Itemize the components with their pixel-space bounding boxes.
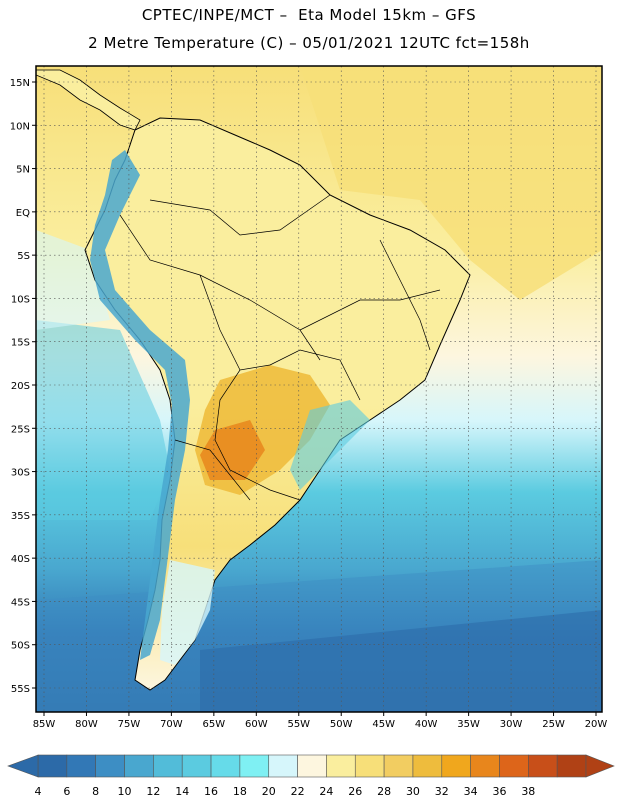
lon-label: 80W bbox=[75, 719, 98, 730]
colorbar-label: 38 bbox=[521, 785, 535, 798]
colorbar-label: 22 bbox=[291, 785, 305, 798]
lon-label: 20W bbox=[585, 719, 608, 730]
lat-label: 45S bbox=[11, 597, 30, 608]
colorbar-segment bbox=[124, 754, 154, 778]
pacific-cool-zone bbox=[36, 320, 170, 520]
map-title-line2: 2 Metre Temperature (C) – 05/01/2021 12U… bbox=[88, 34, 530, 52]
lat-label: 30S bbox=[11, 468, 30, 479]
colorbar-segment bbox=[37, 754, 68, 778]
lon-label: 40W bbox=[415, 719, 438, 730]
colorbar bbox=[7, 754, 615, 778]
colorbar-segment bbox=[297, 754, 327, 778]
colorbar-segment bbox=[412, 754, 443, 778]
lat-label: EQ bbox=[16, 208, 30, 219]
colorbar-segment bbox=[499, 754, 529, 778]
colorbar-label: 34 bbox=[464, 785, 478, 798]
central-america bbox=[36, 69, 141, 131]
lon-label: 85W bbox=[33, 719, 56, 730]
southern-colder-band bbox=[200, 610, 602, 712]
patagonia-cool bbox=[160, 560, 215, 665]
colorbar-segment bbox=[326, 754, 356, 778]
colorbar-low-arrow bbox=[7, 754, 39, 778]
colorbar-segment bbox=[210, 754, 241, 778]
lat-label: 50S bbox=[11, 641, 30, 652]
map-frame bbox=[35, 65, 603, 713]
southern-brazil-cool bbox=[290, 400, 370, 490]
colorbar-high-arrow bbox=[585, 754, 615, 778]
longitude-labels: 85W 80W 75W 70W 65W 60W 55W 50W 45W 40W 35W 30W 25W 2… bbox=[33, 719, 608, 730]
lon-label: 30W bbox=[500, 719, 523, 730]
colorbar-segment bbox=[95, 754, 125, 778]
lat-label: 15N bbox=[10, 78, 30, 89]
colorbar-label: 14 bbox=[175, 785, 189, 798]
lon-label: 50W bbox=[330, 719, 353, 730]
lat-label: 35S bbox=[11, 511, 30, 522]
colorbar-segment bbox=[441, 754, 471, 778]
colorbar-label: 26 bbox=[348, 785, 362, 798]
colorbar-segment bbox=[66, 754, 96, 778]
lat-label: 5S bbox=[17, 251, 30, 262]
colorbar-label: 20 bbox=[262, 785, 276, 798]
colorbar-segment bbox=[383, 754, 414, 778]
colorbar-label: 24 bbox=[319, 785, 333, 798]
colorbar-label: 8 bbox=[92, 785, 99, 798]
colorbar-label: 32 bbox=[435, 785, 449, 798]
lon-label: 35W bbox=[457, 719, 480, 730]
atlantic-warm-zone bbox=[300, 66, 602, 300]
colorbar-segment bbox=[470, 754, 500, 778]
colorbar-label: 10 bbox=[118, 785, 132, 798]
colorbar-labels: 4 6 8 10 12 14 16 18 20 22 24 26 28 30 32 34 36 38 bbox=[35, 785, 536, 798]
lon-label: 70W bbox=[160, 719, 183, 730]
colorbar-segment bbox=[268, 754, 298, 778]
lon-label: 65W bbox=[203, 719, 226, 730]
lon-label: 60W bbox=[245, 719, 268, 730]
lon-label: 55W bbox=[287, 719, 310, 730]
map-field bbox=[36, 66, 602, 712]
lat-label: 20S bbox=[11, 381, 30, 392]
lat-label: 5N bbox=[16, 165, 30, 176]
lat-label: 25S bbox=[11, 424, 30, 435]
lat-label: 10N bbox=[10, 121, 30, 132]
colorbar-segment bbox=[153, 754, 183, 778]
latitude-labels: 15N 10N 5N EQ 5S 10S 15S 20S 25S 30S 35S 40S 45S 50S 5… bbox=[10, 78, 30, 695]
lat-label: 40S bbox=[11, 554, 30, 565]
colorbar-label: 16 bbox=[204, 785, 218, 798]
andes-cold-ridge bbox=[90, 150, 190, 660]
country-borders bbox=[119, 194, 441, 501]
hottest-region bbox=[200, 420, 265, 480]
map-title-line1: CPTEC/INPE/MCT – Eta Model 15km – GFS bbox=[141, 6, 477, 24]
colorbar-label: 36 bbox=[492, 785, 506, 798]
colorbar-label: 28 bbox=[377, 785, 391, 798]
colorbar-label: 30 bbox=[406, 785, 420, 798]
lon-label: 45W bbox=[372, 719, 395, 730]
lon-label: 75W bbox=[118, 719, 141, 730]
colorbar-segment bbox=[528, 754, 558, 778]
colorbar-label: 4 bbox=[35, 785, 42, 798]
lat-label: 10S bbox=[11, 294, 30, 305]
colorbar-label: 18 bbox=[233, 785, 247, 798]
colorbar-segment bbox=[239, 754, 270, 778]
colorbar-label: 6 bbox=[63, 785, 70, 798]
colorbar-label: 12 bbox=[146, 785, 160, 798]
colorbar-segment bbox=[354, 754, 385, 778]
colorbar-segment bbox=[181, 754, 212, 778]
lon-label: 25W bbox=[542, 719, 565, 730]
lat-label: 55S bbox=[11, 684, 30, 695]
colorbar-segment bbox=[556, 754, 587, 778]
lat-label: 15S bbox=[11, 338, 30, 349]
